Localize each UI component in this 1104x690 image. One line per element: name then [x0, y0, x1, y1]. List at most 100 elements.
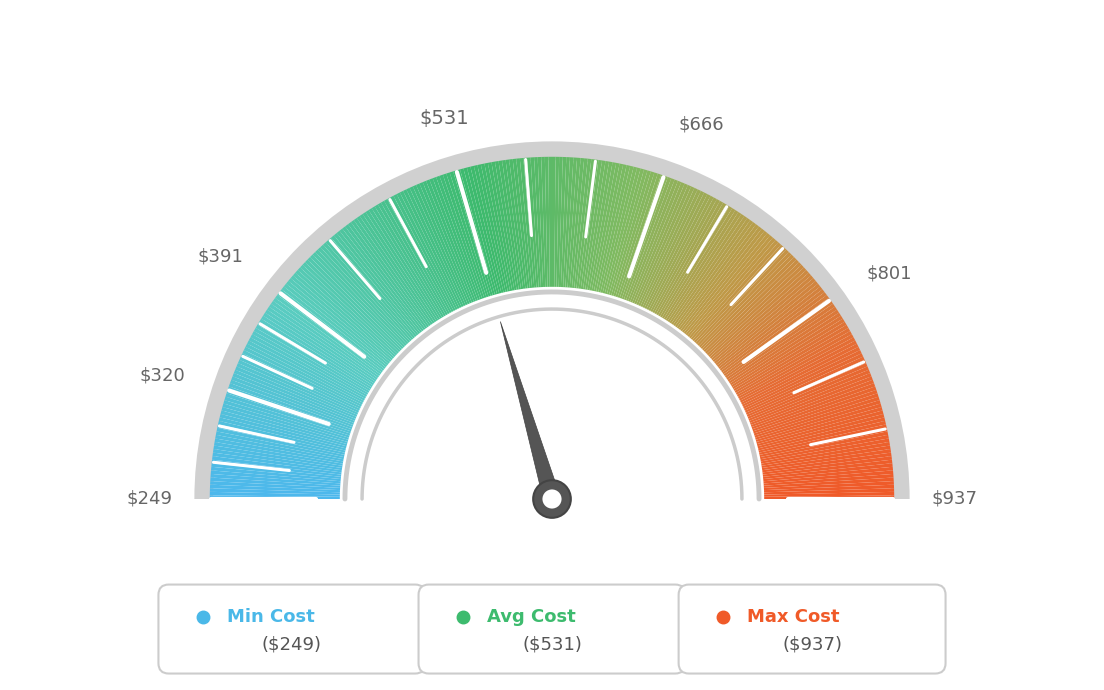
Text: $937: $937 [932, 490, 978, 508]
Wedge shape [449, 171, 490, 297]
Wedge shape [210, 477, 340, 488]
Wedge shape [614, 171, 655, 297]
Wedge shape [688, 235, 773, 337]
Wedge shape [633, 182, 684, 304]
Wedge shape [257, 322, 371, 391]
Text: ($249): ($249) [262, 635, 322, 654]
Wedge shape [545, 157, 550, 287]
Wedge shape [675, 220, 753, 327]
Wedge shape [333, 233, 418, 335]
Wedge shape [679, 224, 758, 330]
Wedge shape [267, 306, 376, 382]
Wedge shape [762, 446, 891, 468]
Wedge shape [495, 161, 519, 290]
Wedge shape [211, 467, 341, 481]
Wedge shape [666, 210, 739, 321]
Wedge shape [581, 160, 602, 289]
Wedge shape [251, 334, 367, 399]
Wedge shape [391, 196, 454, 312]
Text: $801: $801 [867, 265, 912, 283]
Wedge shape [216, 428, 344, 457]
Wedge shape [308, 257, 402, 351]
Wedge shape [400, 191, 459, 309]
Wedge shape [502, 160, 523, 289]
Wedge shape [756, 404, 882, 442]
Wedge shape [453, 170, 492, 296]
Wedge shape [256, 325, 370, 393]
Wedge shape [215, 435, 343, 462]
Wedge shape [499, 161, 521, 289]
Wedge shape [273, 298, 381, 376]
Wedge shape [217, 424, 344, 455]
Wedge shape [612, 170, 651, 296]
Wedge shape [744, 353, 863, 411]
Text: $249: $249 [126, 490, 172, 508]
Wedge shape [673, 218, 751, 326]
Wedge shape [671, 216, 747, 325]
Wedge shape [752, 386, 877, 431]
Wedge shape [275, 295, 382, 374]
Wedge shape [668, 212, 742, 322]
Wedge shape [265, 310, 375, 384]
Wedge shape [229, 383, 352, 429]
Wedge shape [420, 182, 471, 304]
Wedge shape [733, 322, 847, 391]
Wedge shape [689, 237, 776, 338]
Wedge shape [732, 319, 845, 389]
Wedge shape [378, 203, 446, 317]
Wedge shape [416, 184, 470, 304]
Wedge shape [213, 449, 342, 470]
Wedge shape [761, 438, 890, 464]
Wedge shape [263, 313, 374, 385]
Wedge shape [619, 175, 665, 299]
Wedge shape [312, 252, 405, 347]
Wedge shape [396, 193, 458, 310]
Wedge shape [413, 185, 468, 305]
Wedge shape [300, 265, 397, 355]
Wedge shape [729, 310, 839, 384]
Wedge shape [702, 257, 796, 351]
Wedge shape [596, 164, 627, 292]
Wedge shape [754, 393, 879, 435]
Wedge shape [743, 350, 861, 408]
Wedge shape [592, 163, 619, 291]
Wedge shape [712, 275, 814, 362]
Wedge shape [512, 159, 530, 288]
Wedge shape [601, 166, 634, 293]
Wedge shape [315, 250, 406, 346]
Wedge shape [752, 383, 875, 429]
Wedge shape [626, 178, 675, 301]
Wedge shape [638, 186, 694, 306]
Wedge shape [295, 270, 394, 359]
Text: $531: $531 [420, 109, 469, 128]
Wedge shape [527, 157, 539, 288]
Wedge shape [277, 292, 383, 373]
Wedge shape [630, 181, 681, 302]
Wedge shape [559, 157, 566, 287]
Wedge shape [351, 220, 429, 327]
Wedge shape [615, 172, 658, 297]
Wedge shape [212, 453, 342, 473]
Wedge shape [226, 390, 351, 433]
Wedge shape [219, 417, 346, 451]
Wedge shape [211, 463, 341, 479]
Wedge shape [230, 380, 353, 427]
Wedge shape [234, 370, 355, 421]
Wedge shape [323, 242, 412, 342]
Wedge shape [760, 424, 887, 455]
Wedge shape [686, 233, 771, 335]
Wedge shape [212, 460, 341, 477]
Wedge shape [211, 471, 340, 484]
Wedge shape [433, 177, 480, 300]
Wedge shape [756, 407, 882, 444]
Wedge shape [457, 169, 495, 295]
Wedge shape [305, 259, 401, 352]
Wedge shape [531, 157, 541, 287]
Wedge shape [310, 255, 404, 349]
Wedge shape [585, 161, 609, 290]
Wedge shape [393, 194, 456, 311]
Wedge shape [326, 240, 413, 340]
Wedge shape [342, 226, 424, 331]
Wedge shape [247, 340, 364, 403]
Wedge shape [574, 159, 592, 288]
